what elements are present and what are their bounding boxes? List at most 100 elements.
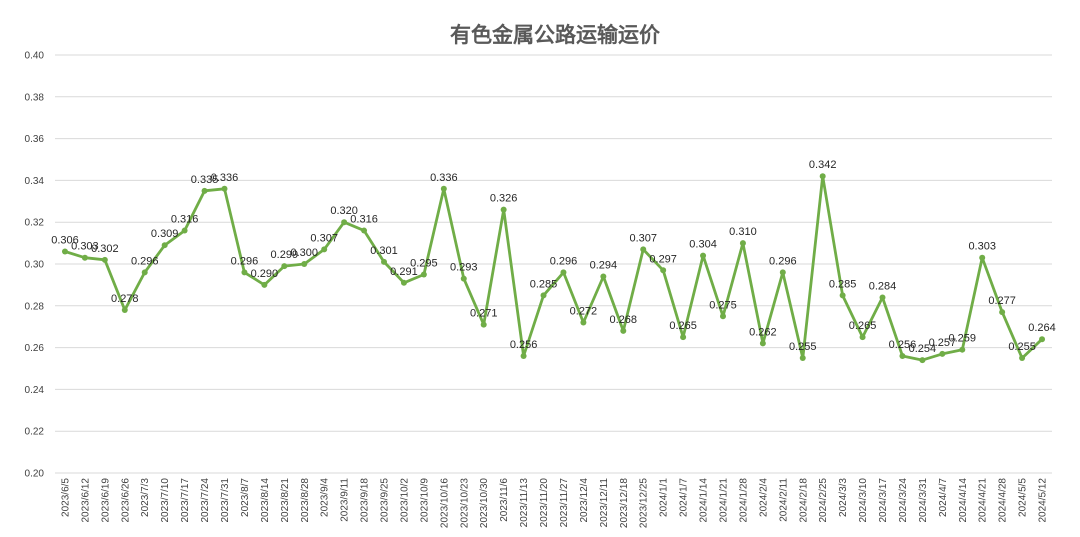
x-tick-label: 2023/9/18 xyxy=(360,478,371,523)
x-tick-label: 2024/3/24 xyxy=(898,478,909,523)
y-tick-label: 0.34 xyxy=(25,176,45,187)
data-point xyxy=(779,269,786,276)
x-tick-label: 2024/1/21 xyxy=(718,478,729,523)
data-label: 0.326 xyxy=(490,193,518,205)
data-label: 0.268 xyxy=(610,314,638,326)
data-label: 0.301 xyxy=(370,245,398,257)
data-label: 0.320 xyxy=(330,205,358,217)
data-label: 0.284 xyxy=(869,280,897,292)
data-point xyxy=(939,350,946,357)
y-tick-label: 0.20 xyxy=(25,469,45,480)
x-tick-label: 2024/1/28 xyxy=(738,478,749,523)
y-axis-ticks: 0.20 0.22 0.24 0.26 0.28 0.30 0.32 0.34 0.36 0.38… xyxy=(25,51,45,480)
series-line xyxy=(64,174,1043,362)
data-point xyxy=(161,242,168,249)
data-label: 0.300 xyxy=(290,247,318,259)
data-label: 0.342 xyxy=(809,159,837,171)
data-point xyxy=(700,252,707,259)
x-tick-label: 2024/4/7 xyxy=(938,478,949,517)
data-label: 0.254 xyxy=(909,343,937,355)
y-tick-label: 0.36 xyxy=(25,134,45,145)
data-label: 0.271 xyxy=(470,308,498,320)
data-label: 0.265 xyxy=(849,320,877,332)
x-tick-label: 2023/10/16 xyxy=(439,478,450,528)
data-point xyxy=(400,279,407,286)
data-labels: 0.3060.3030.3020.2780.2960.3090.3160.335… xyxy=(51,159,1056,355)
data-point xyxy=(839,292,846,299)
x-tick-label: 2023/12/18 xyxy=(619,478,630,528)
x-tick-label: 2023/12/4 xyxy=(579,478,590,523)
x-tick-label: 2023/9/4 xyxy=(320,478,331,517)
data-point xyxy=(520,352,527,359)
y-tick-label: 0.26 xyxy=(25,343,45,354)
x-tick-label: 2023/10/2 xyxy=(399,478,410,523)
data-point xyxy=(799,355,806,362)
x-tick-label: 2024/1/1 xyxy=(659,478,670,517)
x-tick-label: 2023/11/13 xyxy=(519,478,530,528)
data-label: 0.335 xyxy=(191,174,219,186)
x-tick-label: 2023/6/26 xyxy=(120,478,131,523)
x-tick-label: 2024/3/31 xyxy=(918,478,929,523)
data-label: 0.294 xyxy=(590,260,618,272)
data-point xyxy=(181,227,188,234)
data-label: 0.316 xyxy=(171,214,199,226)
x-tick-label: 2024/5/12 xyxy=(1038,478,1049,523)
data-label: 0.307 xyxy=(310,232,338,244)
x-tick-label: 2023/12/11 xyxy=(599,478,610,528)
y-tick-label: 0.40 xyxy=(25,51,45,62)
data-label: 0.290 xyxy=(251,268,279,280)
data-label: 0.307 xyxy=(629,232,657,244)
x-tick-label: 2023/7/24 xyxy=(200,478,211,523)
x-tick-label: 2023/12/25 xyxy=(639,478,650,528)
data-label: 0.278 xyxy=(111,293,139,305)
data-label: 0.256 xyxy=(889,339,917,351)
x-tick-label: 2023/6/12 xyxy=(80,478,91,523)
x-tick-label: 2024/3/17 xyxy=(878,478,889,523)
y-tick-label: 0.38 xyxy=(25,92,45,103)
data-label: 0.295 xyxy=(410,257,438,269)
data-label: 0.296 xyxy=(231,255,259,267)
data-label: 0.277 xyxy=(988,295,1016,307)
data-label: 0.296 xyxy=(131,255,159,267)
data-point xyxy=(899,352,906,359)
data-label: 0.291 xyxy=(390,266,418,278)
x-tick-label: 2024/2/18 xyxy=(798,478,809,523)
x-tick-label: 2024/4/28 xyxy=(998,478,1009,523)
x-tick-label: 2023/8/21 xyxy=(280,478,291,523)
x-tick-label: 2023/10/23 xyxy=(459,478,470,528)
x-tick-label: 2023/8/28 xyxy=(300,478,311,523)
x-tick-label: 2023/10/9 xyxy=(419,478,430,523)
x-tick-label: 2023/7/17 xyxy=(180,478,191,523)
data-point xyxy=(640,246,647,253)
data-label: 0.264 xyxy=(1028,322,1056,334)
x-tick-label: 2023/8/14 xyxy=(260,478,271,523)
x-tick-label: 2024/2/4 xyxy=(758,478,769,517)
data-point xyxy=(440,185,447,192)
data-label: 0.275 xyxy=(709,299,737,311)
data-label: 0.303 xyxy=(968,241,996,253)
x-tick-label: 2023/11/20 xyxy=(539,478,550,528)
data-point xyxy=(480,321,487,328)
x-tick-label: 2023/6/5 xyxy=(60,478,71,517)
data-label: 0.303 xyxy=(71,241,99,253)
data-label: 0.262 xyxy=(749,326,777,338)
data-label: 0.296 xyxy=(769,255,797,267)
data-label: 0.293 xyxy=(450,262,478,274)
x-tick-label: 2023/9/25 xyxy=(380,478,391,523)
data-point xyxy=(739,240,746,247)
data-point xyxy=(121,306,128,313)
data-point xyxy=(141,269,148,276)
data-point xyxy=(580,319,587,326)
data-label: 0.306 xyxy=(51,234,79,246)
x-tick-label: 2023/6/19 xyxy=(100,478,111,523)
x-tick-label: 2024/4/21 xyxy=(978,478,989,523)
x-tick-label: 2024/4/14 xyxy=(958,478,969,523)
data-label: 0.255 xyxy=(1008,341,1036,353)
data-point xyxy=(381,258,388,265)
data-label: 0.285 xyxy=(829,278,857,290)
data-point xyxy=(221,185,228,192)
x-tick-label: 2024/3/3 xyxy=(838,478,849,517)
data-point xyxy=(321,246,328,253)
data-point xyxy=(61,248,68,255)
data-point xyxy=(759,340,766,347)
